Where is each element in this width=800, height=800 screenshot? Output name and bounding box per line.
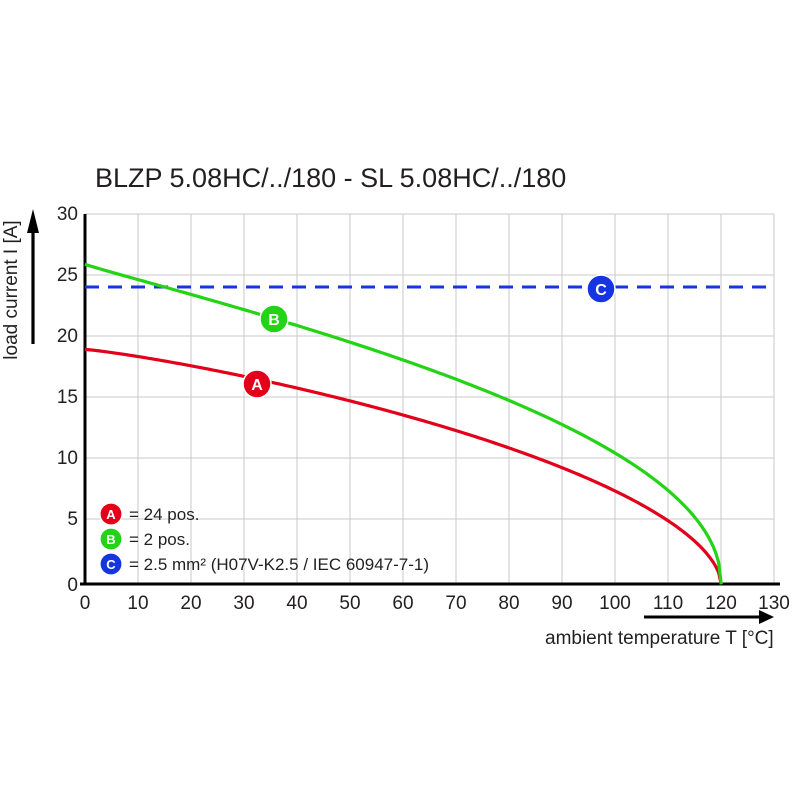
svg-text:C: C xyxy=(595,282,607,299)
svg-text:15: 15 xyxy=(57,387,78,408)
svg-text:30: 30 xyxy=(57,204,78,225)
svg-text:B: B xyxy=(268,312,280,329)
svg-text:20: 20 xyxy=(57,326,78,347)
svg-text:= 2.5 mm² (H07V-K2.5 / IEC 609: = 2.5 mm² (H07V-K2.5 / IEC 60947-7-1) xyxy=(129,555,429,574)
svg-text:B: B xyxy=(106,532,115,547)
svg-text:10: 10 xyxy=(127,593,148,614)
svg-text:60: 60 xyxy=(392,593,413,614)
svg-text:25: 25 xyxy=(57,265,78,286)
svg-text:C: C xyxy=(106,557,116,572)
svg-text:90: 90 xyxy=(551,593,572,614)
svg-text:= 24 pos.: = 24 pos. xyxy=(129,505,199,524)
svg-text:10: 10 xyxy=(57,448,78,469)
svg-text:50: 50 xyxy=(339,593,360,614)
svg-text:5: 5 xyxy=(67,509,78,530)
svg-text:0: 0 xyxy=(80,593,91,614)
svg-text:80: 80 xyxy=(498,593,519,614)
svg-text:= 2 pos.: = 2 pos. xyxy=(129,530,190,549)
svg-text:30: 30 xyxy=(233,593,254,614)
svg-text:A: A xyxy=(106,507,116,522)
svg-text:130: 130 xyxy=(758,593,790,614)
svg-text:40: 40 xyxy=(286,593,307,614)
svg-text:20: 20 xyxy=(180,593,201,614)
svg-text:70: 70 xyxy=(445,593,466,614)
svg-text:A: A xyxy=(251,377,263,394)
svg-text:100: 100 xyxy=(599,593,631,614)
svg-text:110: 110 xyxy=(653,593,683,614)
svg-text:0: 0 xyxy=(67,575,78,596)
svg-text:120: 120 xyxy=(705,593,737,614)
